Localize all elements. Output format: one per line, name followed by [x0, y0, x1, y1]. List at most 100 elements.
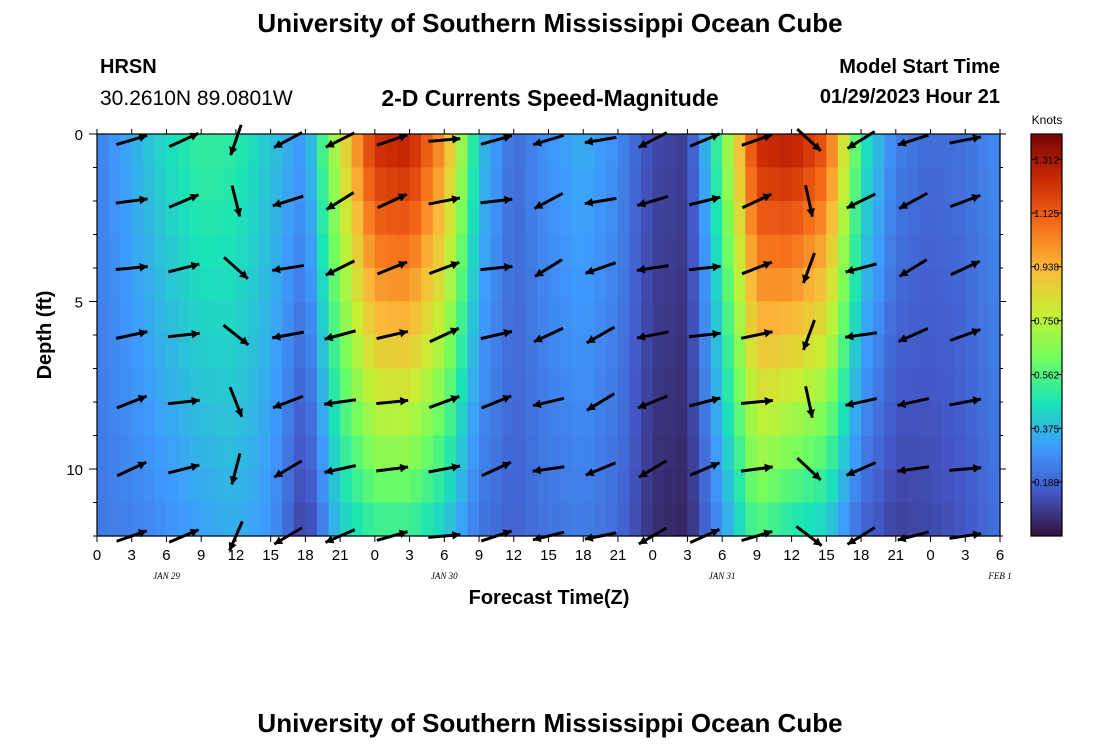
current-arrow [804, 386, 815, 418]
current-arrow [376, 329, 409, 340]
heatmap-cell [965, 502, 978, 537]
current-arrow [480, 262, 513, 272]
current-arrow [585, 325, 616, 345]
heatmap-cell [837, 301, 851, 336]
heatmap-cell [733, 301, 746, 336]
heatmap-cell [444, 435, 457, 470]
heatmap-cell [710, 301, 723, 336]
heatmap-cell [872, 335, 885, 370]
x-tick-label: 12 [783, 547, 800, 564]
heatmap-cell [918, 502, 932, 537]
heatmap-cell [571, 435, 584, 470]
heatmap-cell [814, 201, 827, 236]
heatmap-cell [872, 402, 885, 437]
colorbar-label: Knots [1032, 113, 1063, 127]
current-arrow [376, 396, 409, 406]
current-arrow [636, 195, 669, 208]
heatmap-cell [583, 402, 596, 437]
heatmap-cell [143, 268, 156, 303]
heatmap-cell [293, 368, 306, 403]
colorbar-segment [1031, 311, 1062, 316]
heatmap-cell [953, 469, 966, 504]
date-label: JAN 31 [709, 571, 736, 581]
heatmap-cell [687, 134, 700, 169]
heatmap-cell [548, 201, 561, 236]
heatmap-cell [120, 335, 133, 370]
heatmap-cell [907, 435, 920, 470]
heatmap-cell [814, 301, 827, 336]
heatmap-cell [212, 368, 225, 403]
colorbar-segment [1031, 395, 1062, 400]
heatmap-cell [525, 268, 538, 303]
heatmap-cell [502, 301, 515, 336]
heatmap-cell [513, 268, 526, 303]
heatmap-cell [895, 368, 908, 403]
current-arrow [845, 331, 878, 341]
heatmap-cell [930, 435, 943, 470]
heatmap-cell [606, 268, 619, 303]
y-axis-label: Depth (ft) [34, 291, 56, 380]
heatmap-cell [965, 201, 978, 236]
heatmap-cell [837, 201, 851, 236]
heatmap-cell [988, 469, 1001, 504]
colorbar-segment [1031, 428, 1062, 433]
heatmap-cell [525, 402, 538, 437]
x-tick-label: 6 [996, 547, 1004, 564]
heatmap-cell [976, 134, 990, 169]
colorbar-segment [1031, 184, 1062, 189]
heatmap-cell [490, 469, 503, 504]
heatmap-cell [861, 201, 874, 236]
heatmap-cell [398, 167, 411, 202]
current-arrow [428, 260, 460, 276]
current-arrow [168, 132, 200, 148]
heatmap-cell [432, 268, 445, 303]
heatmap-cell [571, 335, 584, 370]
colorbar-segment [1031, 398, 1062, 403]
current-arrow [272, 394, 304, 410]
heatmap-cell [432, 435, 445, 470]
colorbar-segment [1031, 211, 1062, 215]
heatmap-cell [861, 268, 874, 303]
current-arrow [167, 329, 200, 339]
heatmap-cell [525, 469, 538, 504]
x-tick-label: 6 [718, 547, 726, 564]
heatmap-cell [814, 134, 827, 169]
heatmap-cell [282, 234, 295, 269]
heatmap-cell [212, 402, 225, 437]
heatmap-cell [965, 167, 978, 202]
heatmap-cell [953, 368, 966, 403]
heatmap-cell [942, 435, 955, 470]
heatmap-cell [942, 402, 955, 437]
heatmap-cell [861, 368, 874, 403]
heatmap-cell [594, 301, 607, 336]
heatmap-cell [293, 201, 306, 236]
heatmap-cell [316, 301, 330, 336]
heatmap-cell [733, 469, 746, 504]
heatmap-cell [409, 502, 422, 537]
heatmap-cell [270, 502, 283, 537]
heatmap-cell [733, 368, 746, 403]
heatmap-cell [513, 201, 526, 236]
current-arrow [584, 135, 617, 146]
heatmap-cell [455, 435, 469, 470]
current-arrow [898, 191, 928, 211]
current-arrow [229, 453, 242, 485]
heatmap-cell [803, 435, 816, 470]
heatmap-cell [189, 234, 202, 269]
heatmap-cell [108, 268, 121, 303]
heatmap-cell [617, 435, 631, 470]
heatmap-cell [259, 335, 272, 370]
heatmap-cell [97, 301, 110, 336]
heatmap-cell [571, 167, 584, 202]
heatmap-cell [328, 268, 341, 303]
current-arrow [325, 191, 355, 211]
heatmap-cell [617, 167, 631, 202]
heatmap-cell [629, 502, 642, 537]
heatmap-cell [363, 167, 376, 202]
heatmap-cell [930, 234, 943, 269]
heatmap-cell [386, 469, 399, 504]
colorbar-segment [1031, 351, 1062, 356]
heatmap-cell [722, 134, 735, 169]
heatmap-cell [351, 469, 364, 504]
heatmap-cell [791, 167, 804, 202]
